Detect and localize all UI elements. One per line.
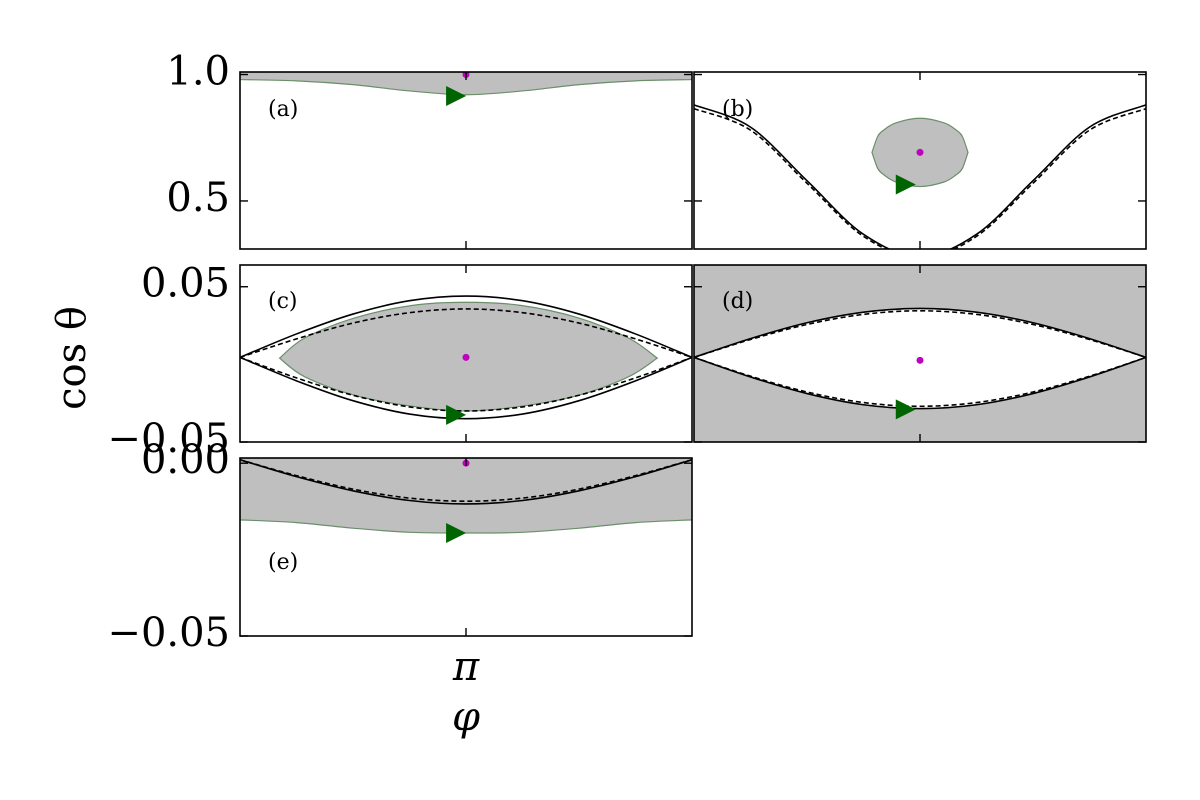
panel-label: (c) — [268, 289, 298, 314]
separatrix-line — [240, 308, 692, 359]
x-axis-label: φ — [452, 694, 480, 740]
separatrix-line — [694, 356, 1146, 410]
shaded-region — [240, 72, 692, 96]
panel-label: (d) — [722, 289, 753, 314]
separatrix-line — [240, 356, 692, 420]
separatrix-line — [694, 310, 1146, 359]
triangle-marker — [895, 399, 916, 420]
separatrix-line — [240, 458, 692, 503]
fixed-point — [916, 356, 924, 364]
y-tick-label: 0.05 — [141, 261, 230, 307]
y-tick-label: 1.0 — [166, 49, 230, 95]
y-tick-label: −0.05 — [107, 416, 230, 462]
x-tick-label: π — [452, 644, 480, 690]
separatrix-line — [240, 295, 692, 359]
triangle-marker — [446, 86, 467, 107]
panel-label: (b) — [722, 97, 753, 122]
y-tick-label: 0.5 — [166, 175, 230, 221]
panel-frame — [239, 71, 693, 250]
shaded-region — [694, 356, 1146, 442]
panel — [694, 104, 1146, 249]
separatrix-line — [240, 356, 692, 412]
panel — [240, 458, 692, 544]
fixed-point — [916, 148, 924, 156]
panel-label: (a) — [268, 97, 298, 122]
separatrix-line — [240, 458, 692, 505]
panel — [694, 265, 1146, 442]
triangle-marker — [895, 174, 916, 195]
y-tick-label: 0.00 — [141, 437, 230, 483]
y-axis-label: cos θ — [49, 306, 95, 410]
shaded-region — [240, 458, 692, 534]
panel-label: (e) — [268, 550, 298, 575]
triangle-marker — [446, 404, 467, 425]
panel — [240, 72, 692, 107]
panel — [240, 295, 692, 425]
triangle-marker — [446, 523, 467, 544]
y-tick-label: −0.05 — [107, 610, 230, 656]
separatrix-line — [694, 307, 1146, 359]
separatrix-line — [694, 104, 1146, 249]
separatrix-line — [694, 356, 1146, 408]
fixed-point — [462, 353, 470, 361]
shaded-region — [694, 265, 1146, 359]
